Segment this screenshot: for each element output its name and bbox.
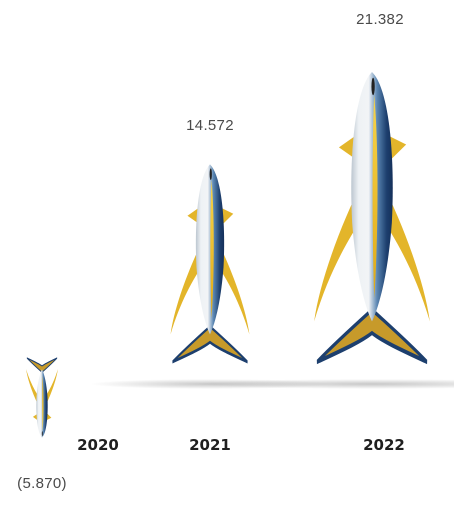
fish-2022-right-fin bbox=[380, 182, 430, 322]
fish-2021-stripe bbox=[210, 180, 214, 319]
fish-2021-pectoral-left bbox=[187, 207, 199, 224]
fish-2022-pectoral-left bbox=[338, 135, 356, 159]
fish-2021-tail bbox=[172, 324, 248, 364]
category-label-2022: 2022 bbox=[363, 436, 405, 454]
fish-2022-eye bbox=[371, 77, 375, 96]
value-label-2021: 14.572 bbox=[186, 117, 234, 134]
bar-2022 bbox=[314, 72, 430, 365]
fish-shadow-2022 bbox=[195, 379, 454, 389]
category-label-2020: 2020 bbox=[77, 436, 119, 454]
fish-2021-eye bbox=[209, 168, 212, 181]
fish-2020-pectoral-right bbox=[46, 412, 52, 421]
fish-2020-body bbox=[36, 369, 48, 438]
fish-2020-tail bbox=[26, 357, 58, 373]
fish-2021-left-fin bbox=[170, 239, 204, 335]
value-label-2020: (5.870) bbox=[17, 475, 67, 492]
fish-2022-left-fin bbox=[314, 182, 364, 322]
fish-2020-pectoral-left bbox=[32, 413, 38, 421]
fish-2021-right-fin bbox=[216, 239, 250, 335]
fish-2021-pectoral-right bbox=[221, 207, 234, 226]
bar-2020 bbox=[26, 357, 58, 438]
fish-2022-stripe bbox=[372, 95, 378, 299]
fish-2020-right-fin bbox=[44, 369, 58, 408]
fish-2021-body bbox=[195, 164, 225, 335]
fish-2020-left-fin bbox=[26, 369, 40, 408]
fish-2020-eye bbox=[41, 431, 43, 437]
fish-2022-body bbox=[351, 72, 393, 322]
fish-2020-stripe bbox=[42, 375, 44, 432]
value-label-2022: 21.382 bbox=[356, 11, 404, 28]
fish-2022-tail bbox=[316, 307, 428, 365]
category-label-2021: 2021 bbox=[189, 436, 231, 454]
bar-2021 bbox=[170, 164, 250, 364]
